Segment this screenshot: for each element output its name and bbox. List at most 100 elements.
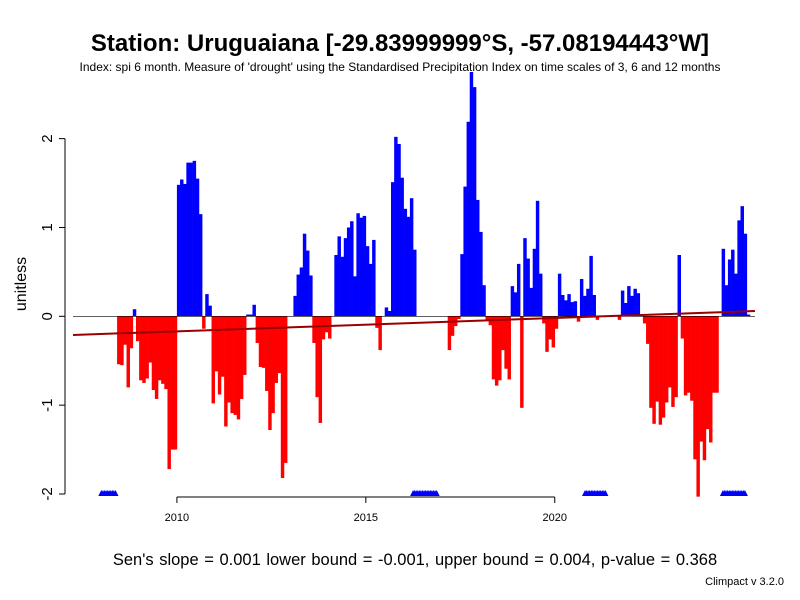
spi-bar: [731, 249, 735, 317]
spi-bar: [586, 288, 590, 317]
spi-bar: [280, 316, 285, 479]
spi-bar: [283, 316, 288, 463]
spi-bar: [343, 238, 348, 317]
spi-bar: [368, 263, 373, 317]
spi-bar: [642, 316, 647, 324]
spi-bar: [693, 316, 697, 460]
spi-bar: [529, 287, 534, 317]
spi-bar: [504, 316, 508, 369]
spi-bar: [494, 316, 499, 386]
spi-bar: [202, 316, 206, 329]
spi-bar: [551, 316, 556, 348]
y-axis-label: unitless: [13, 257, 30, 311]
spi-bar: [570, 302, 574, 317]
missing-value-marker: [602, 490, 609, 496]
spi-bar: [233, 316, 238, 415]
spi-bar: [132, 309, 137, 317]
spi-bar: [123, 316, 127, 345]
spi-bar: [306, 250, 310, 317]
spi-bar: [727, 259, 732, 317]
spi-bar: [337, 236, 341, 317]
spi-bar: [535, 200, 540, 317]
spi-bar: [268, 316, 272, 431]
spi-bar: [523, 238, 527, 317]
spi-bar: [271, 316, 275, 414]
y-tick-label: -2: [39, 487, 56, 500]
spi-bar: [359, 217, 363, 317]
spi-bar: [195, 178, 200, 317]
spi-bar: [554, 316, 559, 329]
spi-bar: [561, 294, 565, 317]
spi-bar: [510, 286, 515, 317]
spi-bar: [258, 316, 263, 367]
spi-bar: [151, 316, 156, 391]
spi-bar: [690, 316, 694, 401]
spi-bar: [699, 316, 704, 442]
spi-bar: [353, 276, 357, 317]
spi-bar: [312, 316, 316, 343]
spi-bar: [148, 316, 153, 363]
spi-bar: [557, 273, 562, 317]
spi-bar: [746, 314, 751, 317]
spi-bar: [293, 295, 297, 317]
spi-bar: [167, 316, 171, 470]
spi-bar: [564, 300, 568, 317]
spi-bar: [324, 316, 329, 333]
spi-bar: [548, 316, 552, 340]
spi-bar: [498, 316, 502, 381]
spi-bar: [413, 249, 417, 317]
spi-bar: [362, 215, 367, 317]
y-tick-label: 2: [39, 134, 56, 142]
version-label: Climpact v 3.2.0: [705, 576, 784, 588]
spi-bar: [661, 316, 666, 418]
spi-bar: [482, 285, 486, 317]
missing-flags-group: [98, 490, 748, 496]
spi-bar: [249, 314, 253, 317]
spi-bar: [176, 184, 181, 317]
spi-bar: [627, 286, 631, 317]
x-axis: 2010 2015 2020: [165, 496, 567, 524]
spi-bar: [224, 316, 228, 427]
spi-bar: [205, 294, 209, 317]
spi-bar: [526, 258, 530, 317]
spi-bar: [646, 316, 650, 344]
spi-bar: [501, 316, 505, 351]
spi-bar: [220, 316, 225, 377]
x-tick-label: 2015: [354, 512, 378, 524]
spi-bar: [261, 316, 266, 368]
spi-bar: [469, 72, 474, 317]
spi-bar: [340, 256, 345, 317]
spi-bar: [702, 316, 707, 461]
spi-bar: [189, 162, 193, 317]
spi-bar: [309, 275, 313, 317]
trend-line: [72, 309, 756, 336]
spi-bar: [671, 316, 675, 407]
spi-bar: [595, 316, 600, 320]
spi-bar: [589, 255, 593, 317]
spi-bar: [658, 316, 663, 425]
spi-bar: [406, 216, 411, 317]
spi-bar: [227, 316, 231, 403]
spi-bar: [170, 316, 175, 450]
spi-bar: [265, 316, 269, 391]
spi-bar: [346, 227, 351, 317]
spi-bar: [668, 316, 672, 388]
spi-bar: [246, 314, 250, 317]
spi-bar: [328, 316, 332, 339]
spi-bar: [513, 292, 518, 317]
spi-bar: [664, 316, 669, 403]
spi-bar: [318, 316, 323, 423]
spi-bar: [365, 246, 370, 317]
spi-bar: [705, 316, 710, 430]
spi-bar: [158, 316, 162, 381]
chart-title: Station: Uruguaiana [-29.83999999°S, -57…: [90, 30, 710, 57]
y-axis: -2 -1 0 1 2: [39, 134, 66, 501]
spi-bar: [624, 302, 628, 317]
spi-bar: [457, 316, 461, 319]
spi-bar: [721, 248, 726, 317]
spi-bar: [356, 213, 360, 317]
spi-bar: [573, 301, 578, 317]
spi-bar: [378, 316, 382, 351]
x-tick-label: 2010: [165, 512, 189, 524]
